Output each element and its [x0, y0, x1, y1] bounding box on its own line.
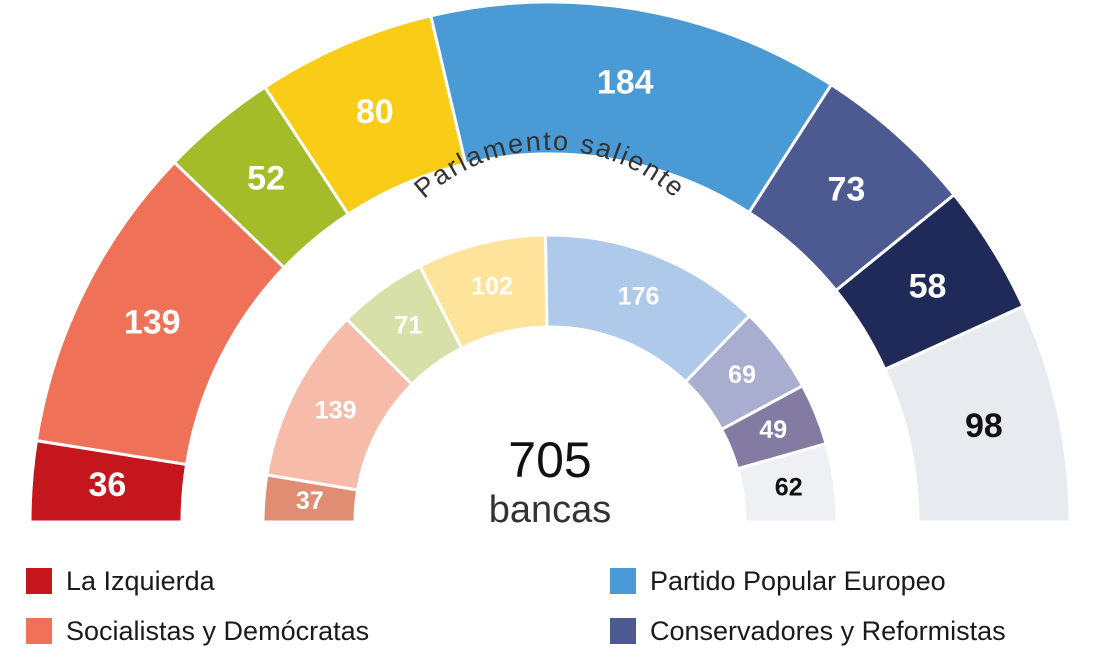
outer-ring-label-0: 36	[88, 466, 126, 504]
inner-ring-segment-7	[735, 441, 839, 524]
outer-ring-label-7: 98	[965, 407, 1003, 445]
outer-ring-label-2: 52	[247, 160, 285, 198]
outer-ring-label-5: 73	[827, 170, 865, 208]
outer-ring-label-1: 139	[124, 304, 181, 342]
outer-ring-label-6: 58	[909, 267, 947, 305]
inner-ring-label-5: 69	[728, 361, 756, 389]
center-total: 705	[508, 432, 591, 488]
outer-ring-label-3: 80	[356, 93, 394, 131]
inner-ring-label-7: 62	[775, 473, 803, 501]
inner-ring-label-6: 49	[759, 416, 787, 444]
inner-ring-label-3: 102	[471, 273, 513, 301]
inner-ring-label-1: 139	[315, 396, 357, 424]
inner-ring-label-4: 176	[618, 282, 660, 310]
outer-ring-segment-7	[882, 304, 1072, 524]
inner-ring-label-2: 71	[394, 312, 422, 340]
inner-ring-label-0: 37	[296, 487, 324, 515]
outer-ring-label-4: 184	[597, 63, 654, 101]
center-unit: bancas	[489, 489, 612, 531]
outer-ring: 36 139 52 80 184 73 58 98	[28, 0, 1072, 524]
